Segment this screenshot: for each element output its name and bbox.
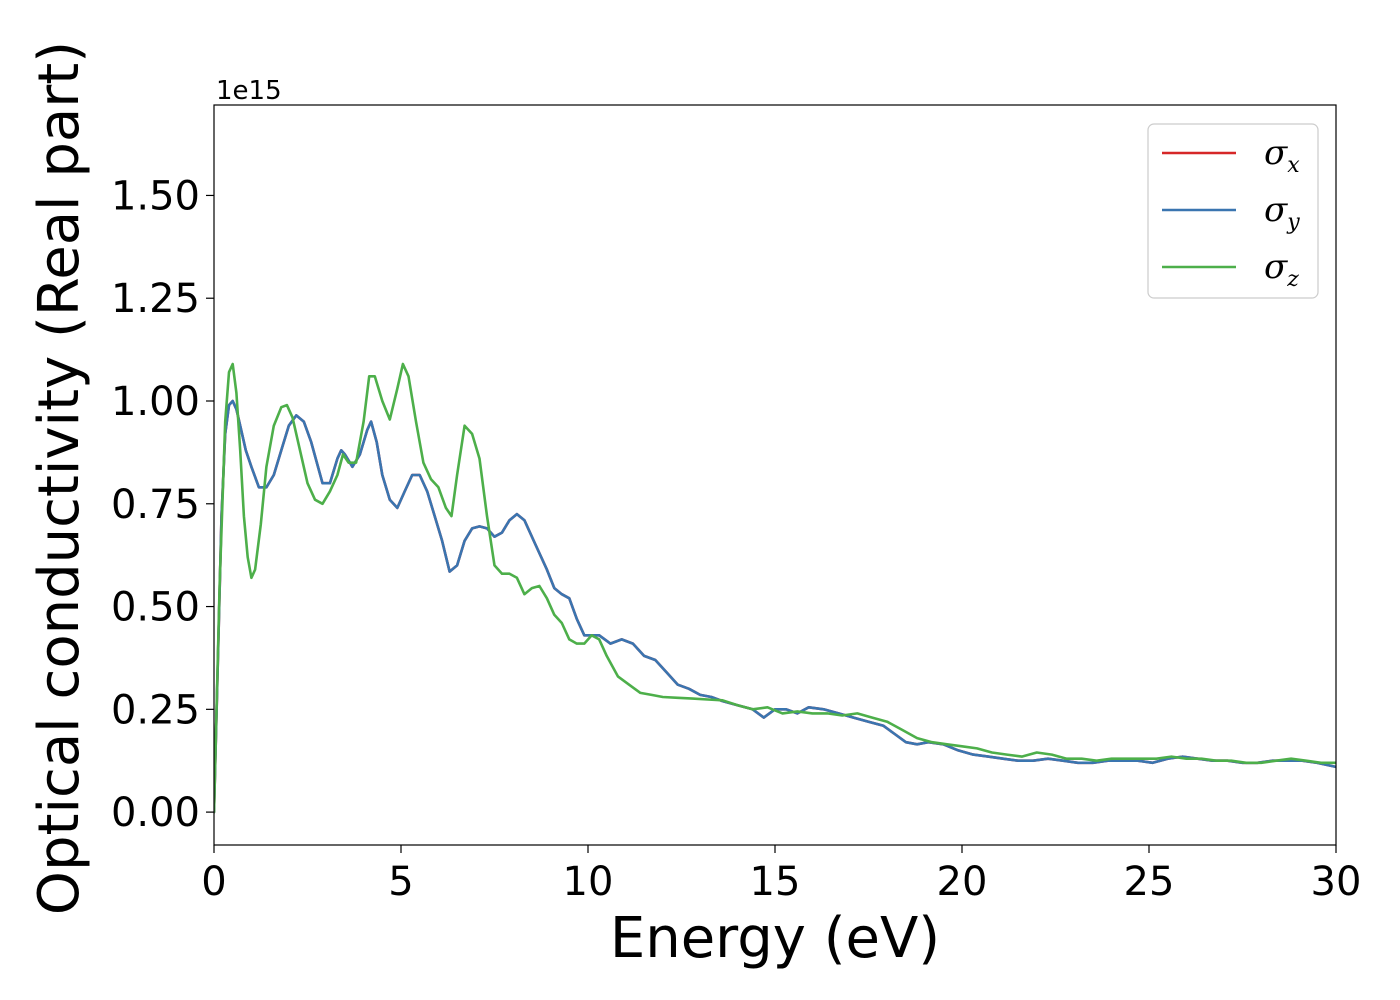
y-tick-label: 1.25 bbox=[111, 276, 200, 322]
legend: σx σy σz bbox=[1147, 123, 1319, 299]
legend-label-y: σy bbox=[1264, 190, 1300, 235]
legend-label-x: σx bbox=[1264, 133, 1300, 178]
series-line-z bbox=[214, 362, 1336, 814]
x-tick-label: 20 bbox=[937, 859, 988, 905]
x-tick-label: 25 bbox=[1124, 859, 1175, 905]
x-tick-label: 5 bbox=[388, 859, 413, 905]
series-layer bbox=[214, 362, 1336, 814]
y-tick-label: 0.25 bbox=[111, 687, 200, 733]
series-line-y bbox=[214, 399, 1336, 814]
y-tick-label: 0.50 bbox=[111, 585, 200, 631]
x-tick-label: 15 bbox=[750, 859, 801, 905]
y-tick-label: 0.00 bbox=[111, 790, 200, 836]
y-tick-label: 0.75 bbox=[111, 482, 200, 528]
x-tick-label: 0 bbox=[201, 859, 226, 905]
x-tick-label: 30 bbox=[1311, 859, 1362, 905]
x-axis-label: Energy (eV) bbox=[610, 906, 940, 971]
y-axis-label: Optical conductivity (Real part) bbox=[27, 41, 92, 915]
y-offset-label: 1e15 bbox=[216, 76, 282, 106]
legend-label-z: σz bbox=[1264, 247, 1299, 292]
x-axis-ticks: 0 5 10 15 20 25 30 bbox=[201, 845, 1361, 905]
y-tick-label: 1.00 bbox=[111, 379, 200, 425]
series-line-x bbox=[214, 399, 1336, 814]
x-tick-label: 10 bbox=[563, 859, 614, 905]
y-axis-ticks: 0.00 0.25 0.50 0.75 1.00 1.25 1.50 bbox=[111, 173, 214, 836]
y-tick-label: 1.50 bbox=[111, 173, 200, 219]
